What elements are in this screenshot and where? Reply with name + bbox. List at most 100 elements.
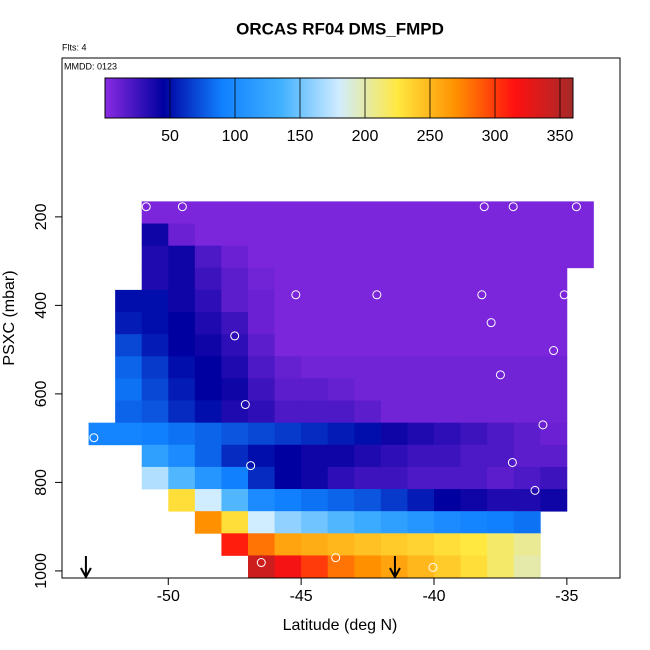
heatmap-cell	[274, 378, 302, 401]
heatmap-cell	[168, 356, 196, 379]
heatmap-cell	[540, 334, 568, 357]
heatmap-cell	[194, 245, 222, 269]
data-point	[256, 558, 266, 568]
heatmap-cell	[380, 400, 408, 424]
heatmap-cell	[460, 422, 488, 446]
heatmap-cell	[513, 267, 541, 291]
heatmap-cell	[301, 267, 329, 291]
heatmap-cell	[274, 334, 302, 357]
heatmap-cell	[274, 555, 302, 578]
heatmap-cell	[540, 422, 568, 446]
heatmap-cell	[221, 267, 249, 291]
heatmap-cell	[487, 223, 515, 247]
x-tick-label: -35	[555, 588, 578, 605]
heatmap-cell	[221, 334, 249, 357]
heatmap-cell	[168, 201, 196, 224]
heatmap-cell	[460, 201, 488, 224]
heatmap-cell	[380, 444, 408, 468]
heatmap-cell	[141, 201, 169, 224]
heatmap-cell	[194, 466, 222, 490]
heatmap-cell	[141, 444, 169, 468]
heatmap-cell	[407, 245, 435, 269]
heatmap-cell	[513, 489, 541, 512]
heatmap-cell	[487, 201, 515, 224]
heatmap-cell	[460, 267, 488, 291]
data-point	[571, 202, 581, 212]
heatmap-cell	[301, 511, 329, 534]
heatmap-cell	[380, 378, 408, 401]
data-point	[331, 553, 341, 563]
heatmap-cell	[221, 422, 249, 446]
heatmap-cell	[566, 223, 594, 247]
heatmap-cell	[380, 334, 408, 357]
heatmap-cell	[487, 312, 515, 335]
heatmap-cell	[407, 223, 435, 247]
heatmap-cell	[248, 289, 275, 313]
heatmap-cell	[194, 334, 222, 357]
heatmap-cell	[460, 555, 488, 578]
heatmap-cell	[354, 400, 382, 424]
colorbar-tick-label: 250	[417, 128, 444, 145]
heatmap-cell	[221, 245, 249, 269]
heatmap-cell	[248, 489, 275, 512]
heatmap-cell	[141, 356, 169, 379]
heatmap-cell	[487, 267, 515, 291]
data-point	[246, 461, 256, 471]
heatmap-cell	[460, 356, 488, 379]
heatmap-cell	[434, 489, 461, 512]
heatmap-cell	[301, 201, 329, 224]
heatmap-cell	[274, 533, 302, 556]
heatmap-cell	[115, 356, 143, 379]
heatmap-cell	[194, 289, 222, 313]
data-point	[479, 202, 489, 212]
heatmap-cell	[354, 356, 382, 379]
heatmap-cell	[301, 378, 329, 401]
heatmap-cell	[141, 334, 169, 357]
data-point	[141, 202, 151, 212]
heatmap-cell	[327, 422, 355, 446]
heatmap-cell	[248, 378, 275, 401]
heatmap-cell	[141, 245, 169, 269]
y-tick-label: 1000	[33, 553, 50, 589]
x-tick-label: -50	[157, 588, 180, 605]
heatmap-cell	[513, 378, 541, 401]
heatmap-cell	[274, 289, 302, 313]
heatmap-cell	[434, 555, 461, 578]
heatmap-cell	[513, 312, 541, 335]
heatmap-cell	[88, 422, 116, 446]
heatmap-cell	[168, 312, 196, 335]
heatmap-cell	[434, 245, 461, 269]
heatmap-cell	[407, 533, 435, 556]
heatmap-cell	[354, 422, 382, 446]
heatmap-cell	[407, 444, 435, 468]
heatmap-cell	[274, 267, 302, 291]
heatmap-cell	[407, 422, 435, 446]
heatmap-cell	[274, 201, 302, 224]
heatmap-cell	[168, 334, 196, 357]
heatmap-cell	[566, 201, 594, 224]
heatmap-cell	[434, 511, 461, 534]
heatmap-cell	[301, 312, 329, 335]
heatmap-cell	[194, 201, 222, 224]
x-tick-label: -45	[290, 588, 313, 605]
heatmap-cell	[487, 555, 515, 578]
heatmap-cell	[407, 267, 435, 291]
heatmap-cell	[327, 312, 355, 335]
heatmap-cell	[380, 466, 408, 490]
heatmap-cell	[434, 444, 461, 468]
heatmap-cell	[115, 400, 143, 424]
data-point	[549, 346, 559, 356]
arrow-head	[80, 567, 92, 580]
heatmap-cell	[248, 356, 275, 379]
heatmap-cell	[434, 267, 461, 291]
heatmap-cell	[540, 356, 568, 379]
heatmap-cell	[301, 444, 329, 468]
heatmap-cell	[248, 400, 275, 424]
colorbar-tick-label: 50	[161, 128, 179, 145]
heatmap-cell	[540, 245, 568, 269]
heatmap-cell	[327, 245, 355, 269]
heatmap-cell	[434, 422, 461, 446]
heatmap-cell	[141, 466, 169, 490]
heatmap-cell	[460, 533, 488, 556]
heatmap-cell	[248, 267, 275, 291]
